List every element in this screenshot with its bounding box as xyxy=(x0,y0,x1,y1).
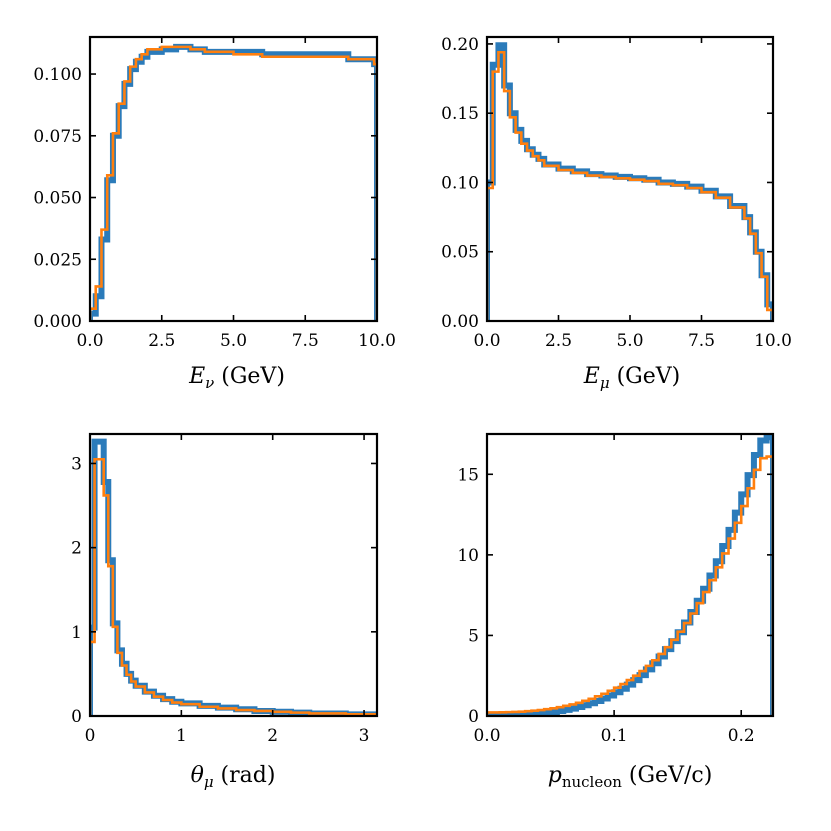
x-tick-label: 0.2 xyxy=(728,726,755,746)
x-tick-label: 0.0 xyxy=(76,331,103,351)
y-tick-label: 10 xyxy=(457,546,479,566)
y-tick-label: 0 xyxy=(71,707,82,727)
x-tick-label: 3 xyxy=(359,726,370,746)
x-tick-label: 7.5 xyxy=(292,331,319,351)
x-tick-label: 5.0 xyxy=(616,331,643,351)
x-tick-label: 1 xyxy=(176,726,187,746)
panel-neutrino-energy: 0.0 2.5 5.0 7.5 10.0 0.000 0.025 0.050 0.075 0.10… xyxy=(33,35,396,392)
y-tick-label: 0.15 xyxy=(441,104,479,124)
x-tick-label: 2.5 xyxy=(545,331,572,351)
histogram-series-a xyxy=(487,42,773,321)
histogram-series-b xyxy=(90,45,377,321)
x-tick-label: 0.1 xyxy=(601,726,628,746)
y-tick-label: 1 xyxy=(71,623,82,643)
y-tick-label: 0 xyxy=(468,707,479,727)
y-tick-label: 0.075 xyxy=(33,127,82,147)
axes-frame xyxy=(485,432,775,718)
y-tick-label: 0.20 xyxy=(441,35,479,55)
histogram-series-b xyxy=(487,455,773,716)
x-tick-label: 0.0 xyxy=(473,331,500,351)
y-tick-label: 0.025 xyxy=(33,250,82,270)
panel-muon-angle: 0 1 2 3 0 1 2 3 θμ (rad) xyxy=(71,432,379,791)
y-tick-label: 3 xyxy=(71,454,82,474)
x-tick-label: 2.5 xyxy=(148,331,175,351)
histogram-series-a xyxy=(90,438,377,716)
panel-muon-energy: 0.0 2.5 5.0 7.5 10.0 0.00 0.05 0.10 0.15 0.20 Eμ … xyxy=(441,35,792,392)
panel-nucleon-momentum: 0.0 0.1 0.2 0 5 10 15 pnucleon (GeV/c) xyxy=(457,432,775,791)
y-tick-label: 0.000 xyxy=(33,312,82,332)
histogram-series-a xyxy=(487,434,773,716)
x-axis-label-muon-energy: Eμ (GeV) xyxy=(583,364,680,392)
x-axis-label-nucleon-momentum: pnucleon (GeV/c) xyxy=(548,763,713,791)
axes-frame xyxy=(88,432,379,718)
x-tick-label: 10.0 xyxy=(754,331,792,351)
x-axis-label-neutrino-energy: Eν (GeV) xyxy=(188,364,285,392)
x-tick-label: 0 xyxy=(85,726,96,746)
x-tick-label: 5.0 xyxy=(220,331,247,351)
histogram-series-b xyxy=(487,50,773,321)
y-tick-label: 0.100 xyxy=(33,65,82,85)
y-tick-label: 0.10 xyxy=(441,173,479,193)
y-tick-label: 2 xyxy=(71,539,82,559)
y-tick-label: 0.050 xyxy=(33,189,82,209)
y-tick-label: 0.00 xyxy=(441,312,479,332)
histogram-series-b xyxy=(90,457,377,716)
y-tick-label: 5 xyxy=(468,626,479,646)
x-tick-label: 10.0 xyxy=(358,331,396,351)
x-axis-label-muon-angle: θμ (rad) xyxy=(191,763,276,791)
y-tick-label: 15 xyxy=(457,465,479,485)
histogram-series-a xyxy=(90,43,377,321)
x-tick-label: 2 xyxy=(267,726,278,746)
x-tick-label: 0.0 xyxy=(473,726,500,746)
x-tick-label: 7.5 xyxy=(688,331,715,351)
y-tick-label: 0.05 xyxy=(441,243,479,263)
